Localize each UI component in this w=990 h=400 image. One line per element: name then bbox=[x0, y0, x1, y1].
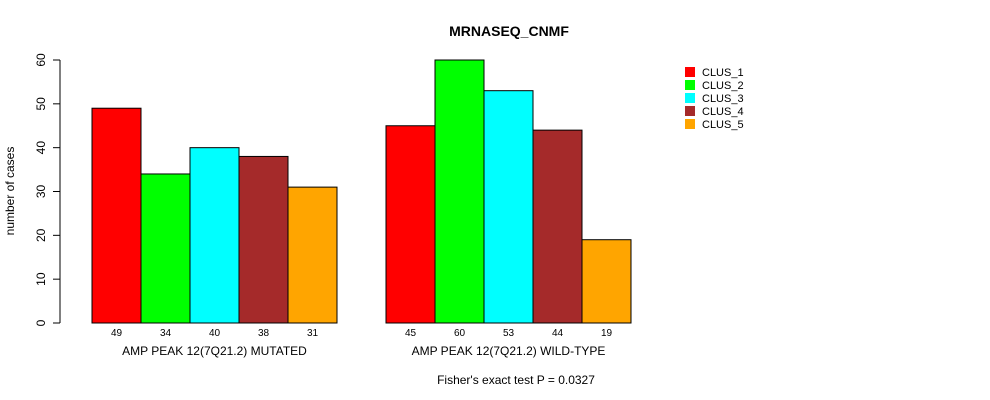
legend-label: CLUS_4 bbox=[702, 106, 744, 118]
bar-clus-1-group-1 bbox=[91, 107, 142, 324]
legend-label: CLUS_2 bbox=[702, 80, 744, 92]
bar-value-label: 31 bbox=[307, 328, 319, 339]
bar-clus-2-group-2 bbox=[434, 59, 485, 324]
group-label: AMP PEAK 12(7Q21.2) MUTATED bbox=[122, 344, 307, 358]
bar-value-label: 49 bbox=[111, 328, 123, 339]
fisher-test-footnote: Fisher's exact test P = 0.0327 bbox=[437, 373, 595, 387]
group-labels: AMP PEAK 12(7Q21.2) MUTATED AMP PEAK 12(7… bbox=[122, 344, 605, 358]
bars bbox=[91, 59, 632, 324]
group-label: AMP PEAK 12(7Q21.2) WILD-TYPE bbox=[412, 344, 606, 358]
bar-value-label: 44 bbox=[552, 328, 564, 339]
y-tick-label: 0 bbox=[34, 319, 48, 326]
legend-label: CLUS_1 bbox=[702, 67, 744, 79]
bar-value-label: 45 bbox=[405, 328, 417, 339]
legend-swatch bbox=[685, 93, 695, 103]
legend-swatch bbox=[685, 106, 695, 116]
chart-title: MRNASEQ_CNMF bbox=[449, 23, 569, 39]
bar-value-label: 53 bbox=[503, 328, 515, 339]
bar-value-label: 40 bbox=[209, 328, 221, 339]
bar-clus-5-group-2 bbox=[581, 239, 632, 324]
bar-value-label: 19 bbox=[601, 328, 613, 339]
y-tick-label: 40 bbox=[34, 141, 48, 155]
bar-value-label: 60 bbox=[454, 328, 466, 339]
legend-swatch bbox=[685, 67, 695, 77]
bar-clus-4-group-2 bbox=[532, 129, 583, 324]
bar-clus-3-group-1 bbox=[189, 147, 240, 324]
y-tick-label: 50 bbox=[34, 97, 48, 111]
bar-value-labels: 49 34 40 38 31 45 60 53 44 19 bbox=[111, 328, 613, 339]
y-axis: 0 10 20 30 40 50 60 bbox=[34, 53, 61, 326]
bar-clus-5-group-1 bbox=[287, 186, 338, 324]
bar-clus-4-group-1 bbox=[238, 155, 289, 324]
y-tick-label: 10 bbox=[34, 272, 48, 286]
legend-label: CLUS_5 bbox=[702, 119, 744, 131]
bar-clus-1-group-2 bbox=[385, 125, 436, 324]
y-tick-label: 30 bbox=[34, 185, 48, 199]
legend-swatch bbox=[685, 80, 695, 90]
y-tick-label: 20 bbox=[34, 228, 48, 242]
bar-value-label: 34 bbox=[160, 328, 172, 339]
y-axis-label: number of cases bbox=[3, 147, 17, 236]
legend-swatch bbox=[685, 119, 695, 129]
bar-value-label: 38 bbox=[258, 328, 270, 339]
legend-label: CLUS_3 bbox=[702, 93, 744, 105]
bar-clus-3-group-2 bbox=[483, 90, 534, 324]
y-tick-label: 60 bbox=[34, 53, 48, 67]
bar-clus-2-group-1 bbox=[140, 173, 191, 324]
